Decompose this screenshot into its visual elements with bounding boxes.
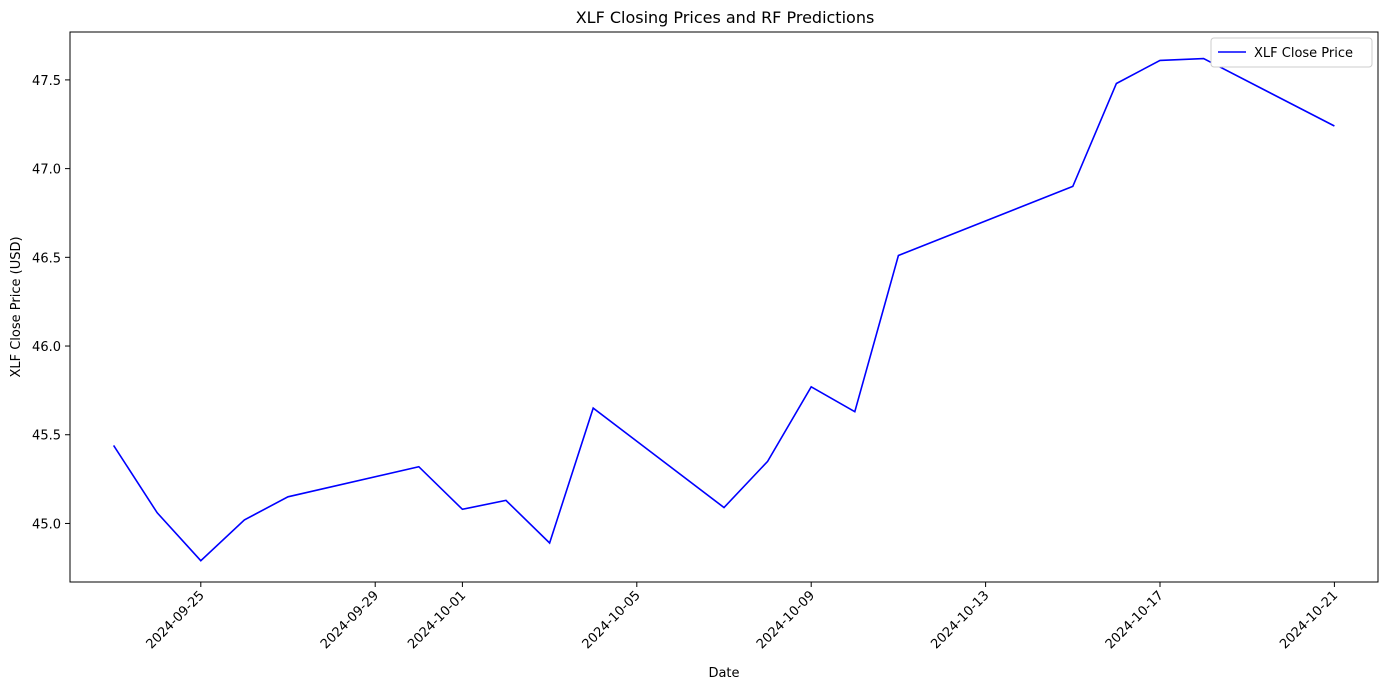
y-tick-label: 45.5 (32, 429, 61, 444)
data-point (548, 541, 552, 545)
legend-label: XLF Close Price (1254, 46, 1353, 61)
y-axis: 45.0 45.5 46.0 46.5 47.0 47.5 (32, 74, 70, 532)
data-point (853, 410, 857, 414)
y-tick-label: 47.0 (32, 163, 61, 178)
data-point (417, 465, 421, 469)
data-point (242, 518, 246, 522)
data-point (504, 498, 508, 502)
x-axis-label: Date (708, 666, 739, 681)
legend-box (1210, 37, 1373, 68)
data-point (112, 443, 116, 447)
data-point (591, 406, 595, 410)
x-tick-label: 2024-10-13 (928, 588, 992, 652)
data-point (1202, 57, 1206, 61)
series-line-xlf-close-price (112, 57, 1335, 562)
x-tick-label: 2024-10-09 (754, 588, 818, 652)
y-axis-label: XLF Close Price (USD) (9, 236, 24, 377)
data-point (1332, 124, 1336, 128)
y-tick-label: 46.0 (32, 340, 61, 355)
y-tick-label: 46.5 (32, 251, 61, 266)
data-point (809, 385, 813, 389)
data-point (1158, 58, 1162, 62)
data-point (722, 505, 726, 509)
data-point (896, 254, 900, 258)
x-tick-label: 2024-10-21 (1277, 588, 1341, 652)
x-tick-label: 2024-09-29 (318, 588, 382, 652)
data-point (1071, 184, 1075, 188)
x-axis: 2024-09-25 2024-09-29 2024-10-01 2024-10-05… (144, 582, 1341, 652)
plot-area (69, 31, 1379, 583)
y-tick-label: 47.5 (32, 74, 61, 89)
chart-title: XLF Closing Prices and RF Predictions (576, 8, 875, 27)
data-point (766, 459, 770, 463)
x-tick-label: 2024-10-01 (405, 588, 469, 652)
data-point (1114, 81, 1118, 85)
data-point (155, 511, 159, 515)
legend: XLF Close Price (1210, 37, 1373, 68)
x-tick-label: 2024-10-05 (580, 588, 644, 652)
data-point (199, 559, 203, 563)
y-tick-label: 45.0 (32, 517, 61, 532)
x-tick-label: 2024-09-25 (144, 588, 208, 652)
data-point (286, 495, 290, 499)
data-point (460, 507, 464, 511)
x-tick-label: 2024-10-17 (1103, 588, 1167, 652)
